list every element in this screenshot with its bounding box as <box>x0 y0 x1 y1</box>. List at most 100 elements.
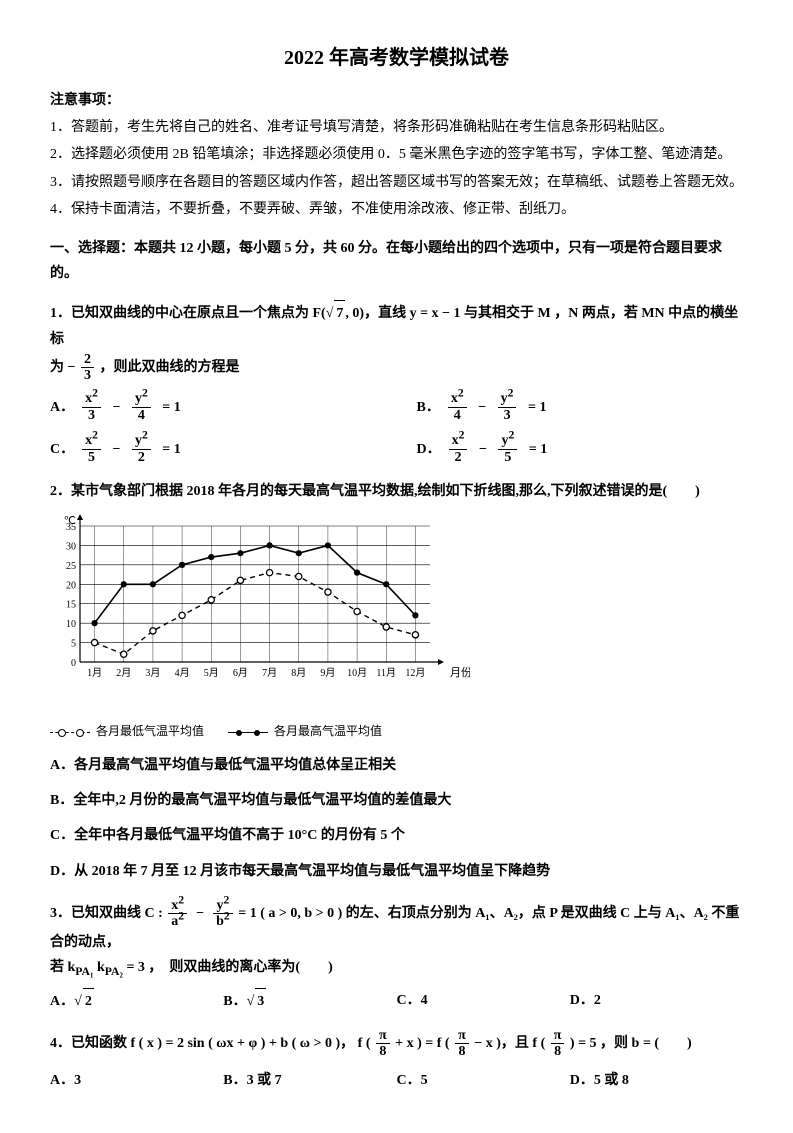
var: b <box>216 914 224 929</box>
fraction-num: 2 <box>81 352 94 368</box>
section-1-heading: 一、选择题：本题共 12 小题，每小题 5 分，共 60 分。在每小题给出的四个… <box>50 236 743 286</box>
svg-text:4月: 4月 <box>175 667 190 679</box>
q3-text: k <box>93 960 104 975</box>
svg-text:6月: 6月 <box>233 667 248 679</box>
q2-option-c[interactable]: C．全年中各月最低气温平均值不高于 10°C 的月份有 5 个 <box>50 823 743 848</box>
q4-text: ) = 5 ，则 b = ( ) <box>570 1036 692 1051</box>
choice-label: B． <box>417 395 440 420</box>
fraction-den: 3 <box>81 368 94 383</box>
q4-text: + x ) = f ( <box>395 1036 449 1051</box>
choice-a[interactable]: A． x23 − y24 = 1 <box>50 391 377 423</box>
svg-text:5: 5 <box>71 639 76 650</box>
var: x <box>451 391 458 406</box>
legend-high: 各月最高气温平均值 <box>228 721 382 743</box>
choice-d[interactable]: D．2 <box>570 988 743 1014</box>
choice-label: C． <box>50 437 74 462</box>
den: 4 <box>448 408 467 423</box>
frac-den: 8 <box>551 1044 565 1059</box>
svg-text:15: 15 <box>66 600 76 611</box>
q4-text: − x )，且 f ( <box>474 1036 545 1051</box>
choice-label: C． <box>397 993 421 1008</box>
q2-chart: ℃051015202530351月2月3月4月5月6月7月8月9月10月11月1… <box>50 514 743 743</box>
frac-den: 8 <box>376 1044 390 1059</box>
den: 2 <box>449 450 468 465</box>
subscript: PA₁ <box>75 965 93 978</box>
choice-a[interactable]: A．3 <box>50 1068 223 1093</box>
notice-item: 4．保持卡面清洁，不要折叠，不要弄破、弄皱，不准使用涂改液、修正带、刮纸刀。 <box>50 197 743 222</box>
choice-b[interactable]: B． x24 − y23 = 1 <box>417 391 744 423</box>
q3-text: 3．已知双曲线 C : <box>50 906 163 921</box>
notice-item: 3．请按照题号顺序在各题目的答题区域内作答，超出答题区域书写的答案无效；在草稿纸… <box>50 170 743 195</box>
legend-label: 各月最高气温平均值 <box>274 721 382 743</box>
den: 5 <box>82 450 101 465</box>
q2-option-d[interactable]: D．从 2018 年 7 月至 12 月该市每天最高气温平均值与最低气温平均值呈… <box>50 859 743 884</box>
var: y <box>501 391 508 406</box>
q3-text: = 3 ， 则双曲线的离心率为( ) <box>123 960 333 975</box>
q1-text-part: 1．已知双曲线的中心在原点且一个焦点为 F( <box>50 306 326 321</box>
var: x <box>452 433 459 448</box>
notice-heading: 注意事项： <box>50 88 743 113</box>
choice-d[interactable]: D．5 或 8 <box>570 1068 743 1093</box>
svg-text:10月: 10月 <box>347 667 367 679</box>
choice-label: A． <box>50 994 74 1009</box>
choice-label: A． <box>50 395 74 420</box>
question-3: 3．已知双曲线 C : x2a2 − y2b2 = 1 ( a > 0, b >… <box>50 898 743 955</box>
choice-c[interactable]: C．5 <box>397 1068 570 1093</box>
question-2: 2．某市气象部门根据 2018 年各月的每天最高气温平均数据,绘制如下折线图,那… <box>50 479 743 504</box>
den: 2 <box>132 450 151 465</box>
q1-choices: A． x23 − y24 = 1 B． x24 − y23 = 1 C． x 2 5… <box>50 391 743 465</box>
dashed-line-icon <box>50 732 90 733</box>
den: 5 <box>498 450 517 465</box>
choice-label: D． <box>570 993 594 1008</box>
choice-d[interactable]: D． x22 − y25 = 1 <box>417 433 744 465</box>
var: y <box>135 391 142 406</box>
q1-text-part: ，则此双曲线的方程是 <box>99 360 239 375</box>
q1-line2: 为 − 23 ，则此双曲线的方程是 <box>50 352 743 384</box>
choice-text: 4 <box>421 993 428 1008</box>
svg-text:10: 10 <box>66 619 76 630</box>
page-title: 2022 年高考数学模拟试卷 <box>50 40 743 76</box>
choice-a[interactable]: A．√2 <box>50 988 223 1014</box>
sqrt-val: 3 <box>255 988 266 1014</box>
frac-den: 8 <box>455 1044 469 1059</box>
q3-text: 若 k <box>50 960 75 975</box>
q3-line2: 若 kPA₁ kPA₂ = 3 ， 则双曲线的离心率为( ) <box>50 955 743 980</box>
svg-text:3月: 3月 <box>145 667 160 679</box>
choice-c[interactable]: C． x25 − y22 = 1 <box>50 433 377 465</box>
den: 3 <box>82 408 101 423</box>
question-4: 4．已知函数 f ( x ) = 2 sin ( ωx + φ ) + b ( … <box>50 1028 743 1060</box>
svg-text:35: 35 <box>66 522 76 533</box>
choice-b[interactable]: B．3 或 7 <box>223 1068 396 1093</box>
sqrt-val: 2 <box>83 988 94 1014</box>
q4-text: 4．已知函数 f ( x ) = 2 sin ( ωx + φ ) + b ( … <box>50 1036 370 1051</box>
choice-b[interactable]: B．√3 <box>223 988 396 1014</box>
legend-low: 各月最低气温平均值 <box>50 721 204 743</box>
frac-num: π <box>376 1028 390 1044</box>
q3-choices: A．√2 B．√3 C．4 D．2 <box>50 988 743 1014</box>
svg-text:0: 0 <box>71 658 76 669</box>
choice-label: D． <box>417 437 441 462</box>
svg-text:5月: 5月 <box>204 667 219 679</box>
svg-text:2月: 2月 <box>116 667 131 679</box>
chart-legend: 各月最低气温平均值 各月最高气温平均值 <box>50 721 743 743</box>
q4-choices: A．3 B．3 或 7 C．5 D．5 或 8 <box>50 1068 743 1093</box>
q1-sqrt: 7 <box>334 300 345 326</box>
q2-option-a[interactable]: A．各月最高气温平均值与最低气温平均值总体呈正相关 <box>50 753 743 778</box>
legend-label: 各月最低气温平均值 <box>96 721 204 743</box>
choice-c[interactable]: C．4 <box>397 988 570 1014</box>
svg-text:月份: 月份 <box>450 666 470 679</box>
svg-text:20: 20 <box>66 581 76 592</box>
svg-text:9月: 9月 <box>320 667 335 679</box>
svg-text:1月: 1月 <box>87 667 102 679</box>
frac-num: π <box>455 1028 469 1044</box>
notice-item: 2．选择题必须使用 2B 铅笔填涂；非选择题必须使用 0．5 毫米黑色字迹的签字… <box>50 142 743 167</box>
svg-text:30: 30 <box>66 542 76 553</box>
den: 4 <box>132 408 151 423</box>
svg-text:11月: 11月 <box>376 667 396 679</box>
frac-num: π <box>551 1028 565 1044</box>
svg-text:7月: 7月 <box>262 667 277 679</box>
svg-text:25: 25 <box>66 561 76 572</box>
den: 3 <box>498 408 517 423</box>
subscript: PA₂ <box>105 965 123 978</box>
q2-option-b[interactable]: B．全年中,2 月份的最高气温平均值与最低气温平均值的差值最大 <box>50 788 743 813</box>
